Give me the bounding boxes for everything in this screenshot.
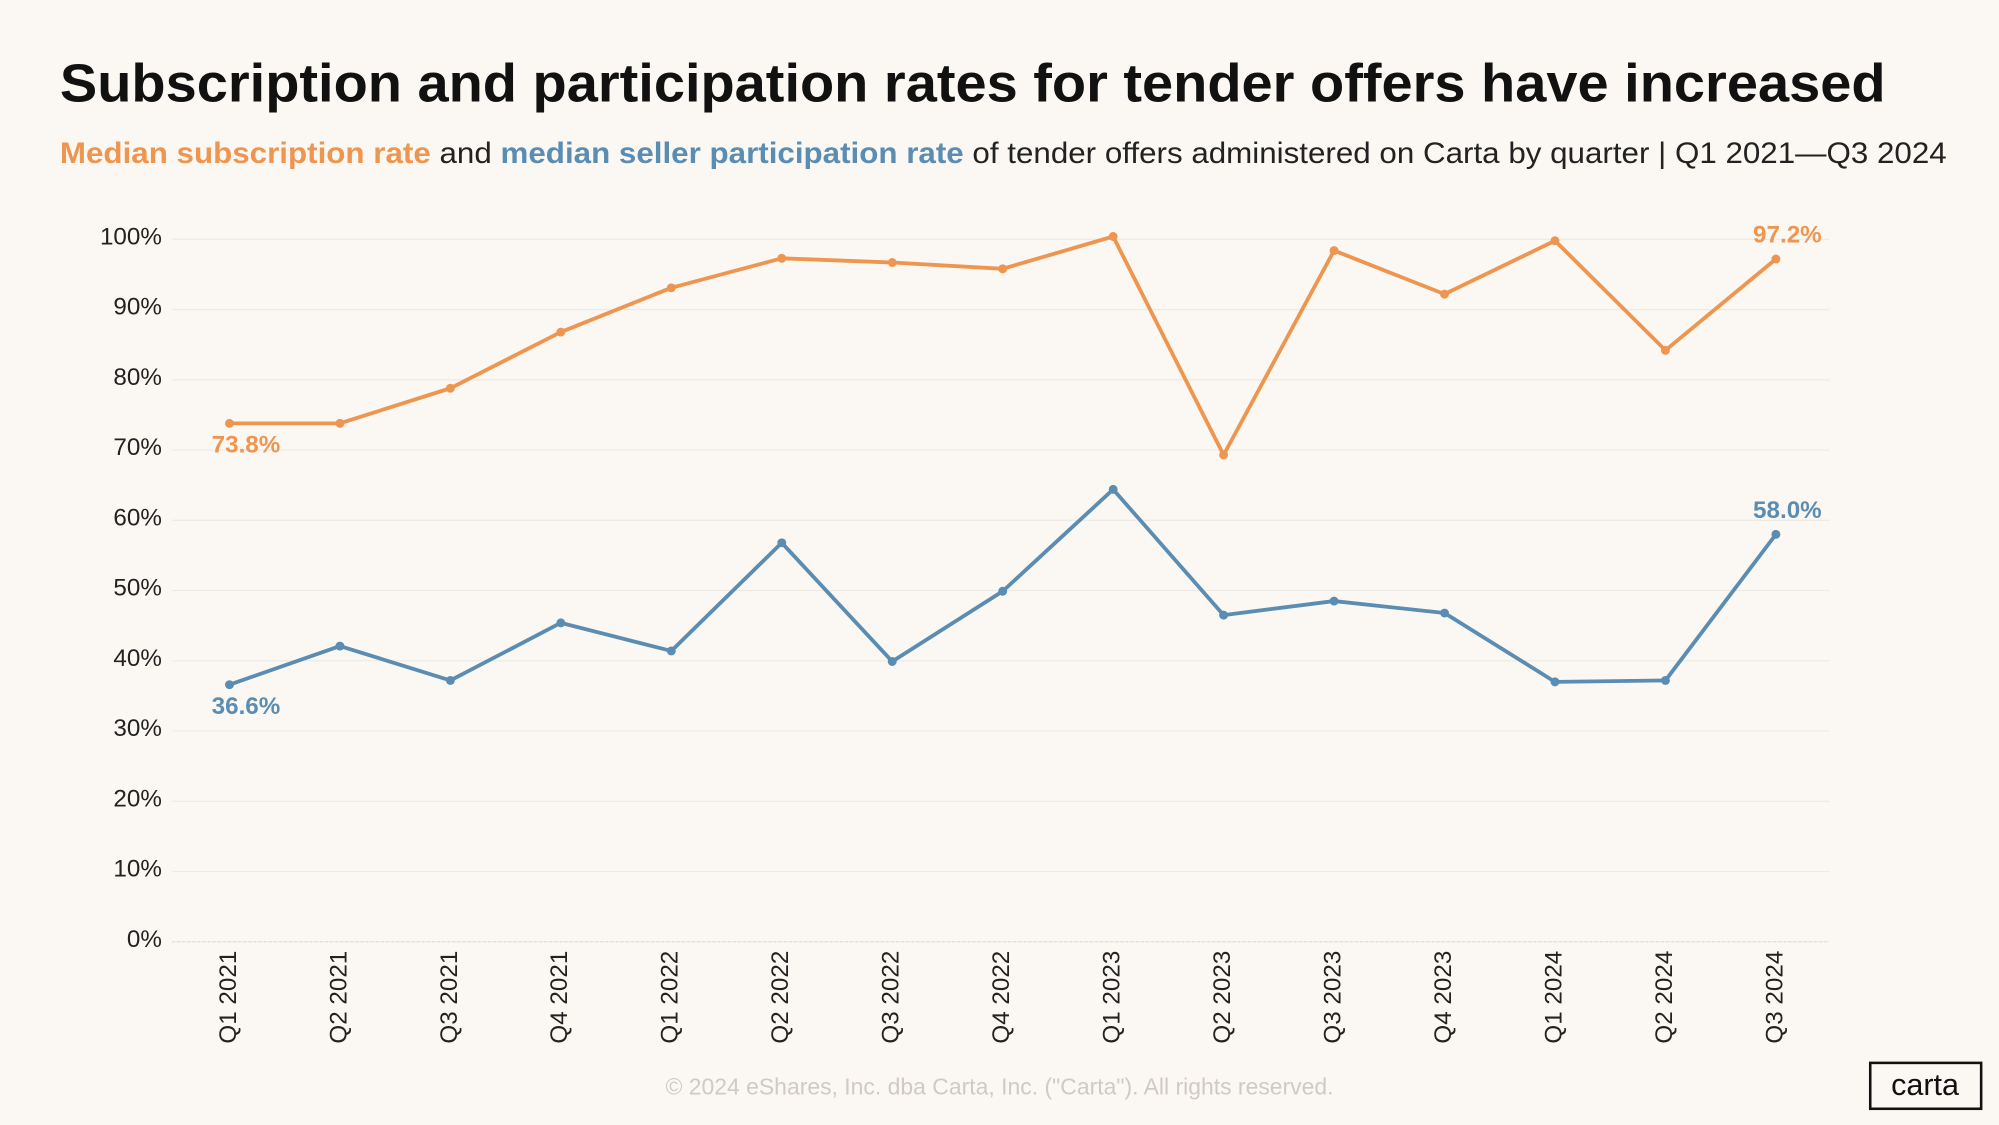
data-point (1660, 675, 1670, 685)
x-tick-label: Q2 2022 (767, 951, 794, 1044)
x-tick-label: Q1 2022 (657, 951, 684, 1044)
x-tick-label: Q2 2024 (1651, 951, 1678, 1044)
data-point (887, 657, 897, 666)
data-point (1108, 484, 1118, 494)
y-tick-label: 0% (127, 926, 162, 953)
y-tick-label: 70% (113, 434, 161, 461)
y-tick-label: 40% (113, 645, 161, 672)
data-point (998, 586, 1008, 596)
y-tick-label: 20% (113, 785, 161, 812)
data-point (1219, 450, 1229, 460)
x-tick-label: Q1 2021 (215, 951, 242, 1044)
data-label: 73.8% (212, 432, 281, 459)
y-tick-label: 10% (113, 856, 161, 883)
data-point (1440, 289, 1449, 299)
x-tick-label: Q1 2024 (1540, 951, 1567, 1044)
data-point (335, 641, 345, 651)
x-tick-label: Q3 2022 (878, 951, 905, 1044)
data-label: 36.6% (212, 693, 281, 720)
data-point (666, 283, 676, 293)
data-label: 97.2% (1753, 221, 1822, 248)
data-point (335, 418, 345, 428)
data-point (225, 418, 234, 428)
y-tick-label: 90% (113, 294, 161, 321)
subtitle-text: and (440, 137, 492, 170)
logo: carta (1891, 1068, 1959, 1102)
x-tick-label: Q2 2023 (1209, 951, 1236, 1044)
chart-title: Subscription and participation rates for… (60, 55, 1886, 114)
data-point (666, 646, 676, 656)
x-tick-label: Q3 2024 (1761, 951, 1788, 1044)
data-point (777, 253, 787, 263)
data-point (1440, 608, 1449, 618)
y-tick-label: 60% (113, 504, 161, 531)
subtitle-text: of tender offers administered on Carta b… (972, 137, 1946, 170)
data-point (1771, 529, 1781, 539)
y-tick-label: 80% (113, 364, 161, 391)
data-point (1771, 254, 1781, 264)
x-tick-label: Q1 2023 (1099, 951, 1126, 1044)
data-point (1329, 246, 1339, 256)
data-point (1660, 345, 1670, 355)
data-point (445, 675, 455, 685)
legend-entry: median seller participation rate (501, 137, 964, 170)
data-point (556, 327, 566, 337)
chart-subtitle: Median subscription rate and median sell… (60, 137, 1947, 170)
x-tick-label: Q2 2021 (325, 951, 352, 1044)
data-point (777, 538, 787, 548)
data-point (556, 618, 566, 628)
x-tick-label: Q3 2021 (436, 951, 463, 1044)
data-point (1108, 232, 1118, 241)
data-point (998, 264, 1008, 274)
data-point (1550, 236, 1560, 246)
data-point (445, 383, 455, 393)
data-point (1550, 677, 1560, 687)
logo-box (1868, 1061, 1983, 1111)
x-tick-label: Q3 2023 (1319, 951, 1346, 1044)
data-point (1329, 596, 1339, 606)
y-tick-label: 100% (100, 223, 162, 250)
data-point (887, 258, 897, 267)
footer: © 2024 eShares, Inc. dba Carta, Inc. ("C… (665, 1073, 1333, 1099)
legend-entry: Median subscription rate (60, 137, 431, 170)
y-tick-label: 30% (113, 715, 161, 742)
data-label: 58.0% (1753, 497, 1822, 524)
y-tick-label: 50% (113, 575, 161, 602)
x-tick-label: Q4 2021 (546, 951, 573, 1044)
x-tick-label: Q4 2022 (988, 951, 1015, 1044)
x-tick-label: Q4 2023 (1430, 951, 1457, 1044)
data-point (1219, 610, 1229, 620)
data-point (225, 680, 234, 690)
